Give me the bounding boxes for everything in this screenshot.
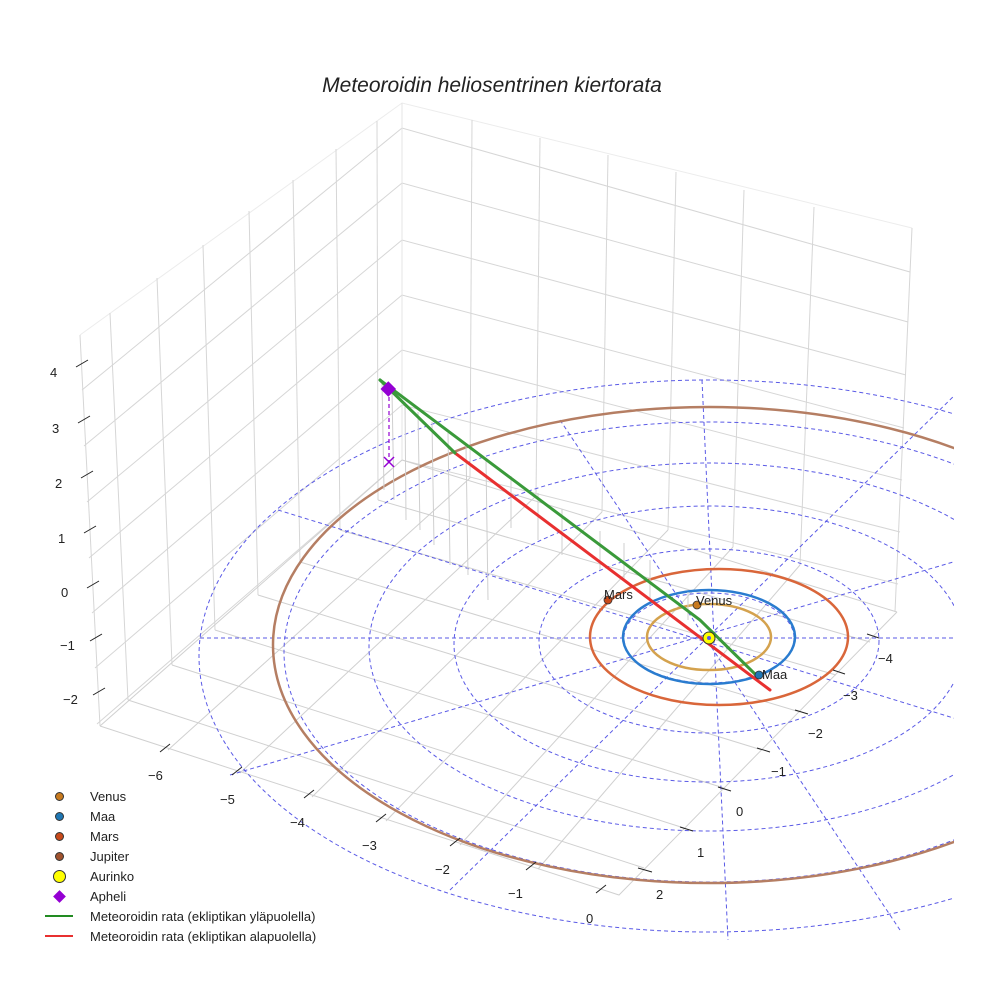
earth-marker xyxy=(754,670,764,680)
diamond-legend-icon xyxy=(52,889,66,903)
legend-item-apheli: Apheli xyxy=(38,886,316,906)
svg-text:−1: −1 xyxy=(60,638,75,653)
svg-text:0: 0 xyxy=(586,911,593,926)
earth-legend-icon xyxy=(54,811,64,821)
x-axis xyxy=(159,743,607,894)
sun-legend-icon xyxy=(52,869,66,883)
back-left-wall xyxy=(79,102,913,727)
svg-text:−5: −5 xyxy=(220,792,235,807)
svg-text:−2: −2 xyxy=(63,692,78,707)
legend-item-maa: Maa xyxy=(38,806,316,826)
svg-text:−4: −4 xyxy=(878,651,893,666)
mars-orbit xyxy=(588,567,850,707)
aphelion xyxy=(380,381,397,468)
mars-marker xyxy=(603,595,613,605)
ecliptic-reference xyxy=(198,379,954,941)
aphelion-marker xyxy=(380,381,397,397)
svg-text:Mars: Mars xyxy=(604,587,633,602)
venus-marker xyxy=(692,600,702,610)
svg-text:2: 2 xyxy=(55,476,62,491)
svg-text:0: 0 xyxy=(736,804,743,819)
legend-item-orbit-above: Meteoroidin rata (ekliptikan yläpuolella… xyxy=(38,906,316,926)
svg-text:−2: −2 xyxy=(808,726,823,741)
planets: Venus Mars Maa xyxy=(603,587,788,682)
svg-text:0: 0 xyxy=(61,585,68,600)
svg-text:Maa: Maa xyxy=(762,667,788,682)
legend-item-orbit-below: Meteoroidin rata (ekliptikan alapuolella… xyxy=(38,926,316,946)
svg-text:4: 4 xyxy=(50,365,57,380)
y-axis-labels: −4 −3 −2 −1 0 1 2 xyxy=(656,651,893,902)
venus-legend-icon xyxy=(54,791,64,801)
chart-title: Meteoroidin heliosentrinen kiertorata xyxy=(322,74,662,97)
svg-text:1: 1 xyxy=(697,845,704,860)
svg-text:−2: −2 xyxy=(435,862,450,877)
orbits xyxy=(271,405,954,885)
legend-item-venus: Venus xyxy=(38,786,316,806)
aphelion-projection-x-icon xyxy=(383,456,395,468)
trajectory-below-ecliptic xyxy=(453,451,772,692)
legend-item-mars: Mars xyxy=(38,826,316,846)
venus-orbit xyxy=(645,602,773,672)
svg-text:−6: −6 xyxy=(148,768,163,783)
svg-text:−1: −1 xyxy=(508,886,523,901)
z-axis xyxy=(75,359,106,696)
z-axis-labels: 4 3 2 1 0 −1 −2 xyxy=(50,365,78,707)
legend: Venus Maa Mars Jupiter Aurinko Apheli Me… xyxy=(38,786,316,946)
svg-text:−1: −1 xyxy=(771,764,786,779)
svg-text:−4: −4 xyxy=(290,815,305,830)
red-line-legend-icon xyxy=(45,935,73,937)
trajectory-above-ecliptic-2 xyxy=(378,378,759,678)
green-line-legend-icon xyxy=(45,915,73,917)
jupiter-orbit xyxy=(271,405,954,885)
legend-item-jupiter: Jupiter xyxy=(38,846,316,866)
mars-legend-icon xyxy=(54,831,64,841)
svg-text:1: 1 xyxy=(58,531,65,546)
drop-lines xyxy=(381,381,689,620)
svg-text:−3: −3 xyxy=(362,838,377,853)
legend-item-aurinko: Aurinko xyxy=(38,866,316,886)
x-axis-labels: −6 −5 −4 −3 −2 −1 0 xyxy=(148,768,593,926)
svg-text:3: 3 xyxy=(52,421,59,436)
earth-orbit xyxy=(621,588,797,686)
svg-text:Venus: Venus xyxy=(696,593,733,608)
y-axis xyxy=(637,633,880,873)
jupiter-legend-icon xyxy=(54,851,64,861)
svg-text:2: 2 xyxy=(656,887,663,902)
svg-text:−3: −3 xyxy=(843,688,858,703)
